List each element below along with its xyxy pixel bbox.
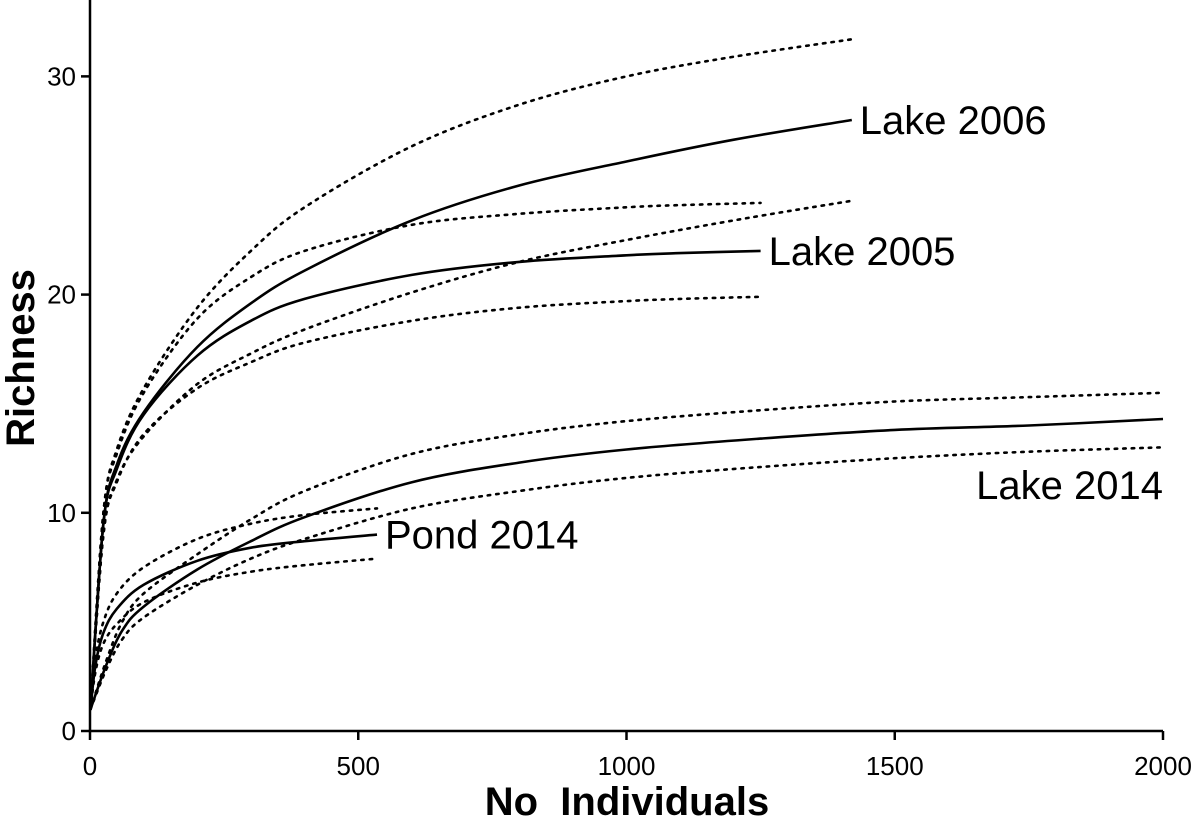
- y-tick-label: 0: [62, 716, 76, 746]
- lake-2005-ci-lower: [89, 295, 762, 711]
- plot-area: [89, 38, 1165, 711]
- lake-2006-curve: [89, 118, 853, 710]
- lake-2005-ci-upper: [89, 201, 762, 711]
- lake-2014-curve: [89, 417, 1164, 710]
- lake-2014-label: Lake 2014: [976, 464, 1163, 508]
- series-labels: Lake 2006 Lake 2005 Lake 2014 Pond 2014: [385, 99, 1163, 558]
- x-tick-label: 1000: [598, 751, 656, 781]
- pond-2014-curve: [89, 533, 378, 710]
- ticks: 0 500 1000 1500 2000 0 10 20 30: [47, 61, 1192, 781]
- lake-2005-label: Lake 2005: [769, 230, 956, 274]
- y-axis-title: Richness: [0, 269, 43, 447]
- x-tick-label: 1500: [866, 751, 924, 781]
- x-tick-label: 2000: [1134, 751, 1192, 781]
- y-tick-label: 30: [47, 61, 76, 91]
- pond-2014-label: Pond 2014: [385, 514, 579, 558]
- y-tick-label: 20: [47, 280, 76, 310]
- lake-2006-label: Lake 2006: [860, 99, 1047, 143]
- pond-2014-ci-upper: [89, 507, 379, 711]
- lake-2005-curve: [89, 249, 761, 710]
- x-tick-label: 500: [337, 751, 380, 781]
- lake-2014-ci-lower: [89, 446, 1165, 711]
- lake-2006-ci-lower: [89, 199, 854, 711]
- pond-2014-ci-lower: [89, 557, 379, 711]
- x-tick-label: 0: [83, 751, 97, 781]
- y-tick-label: 10: [47, 498, 76, 528]
- x-axis-title: No Individuals: [485, 780, 769, 819]
- lake-2014-ci-upper: [89, 391, 1165, 711]
